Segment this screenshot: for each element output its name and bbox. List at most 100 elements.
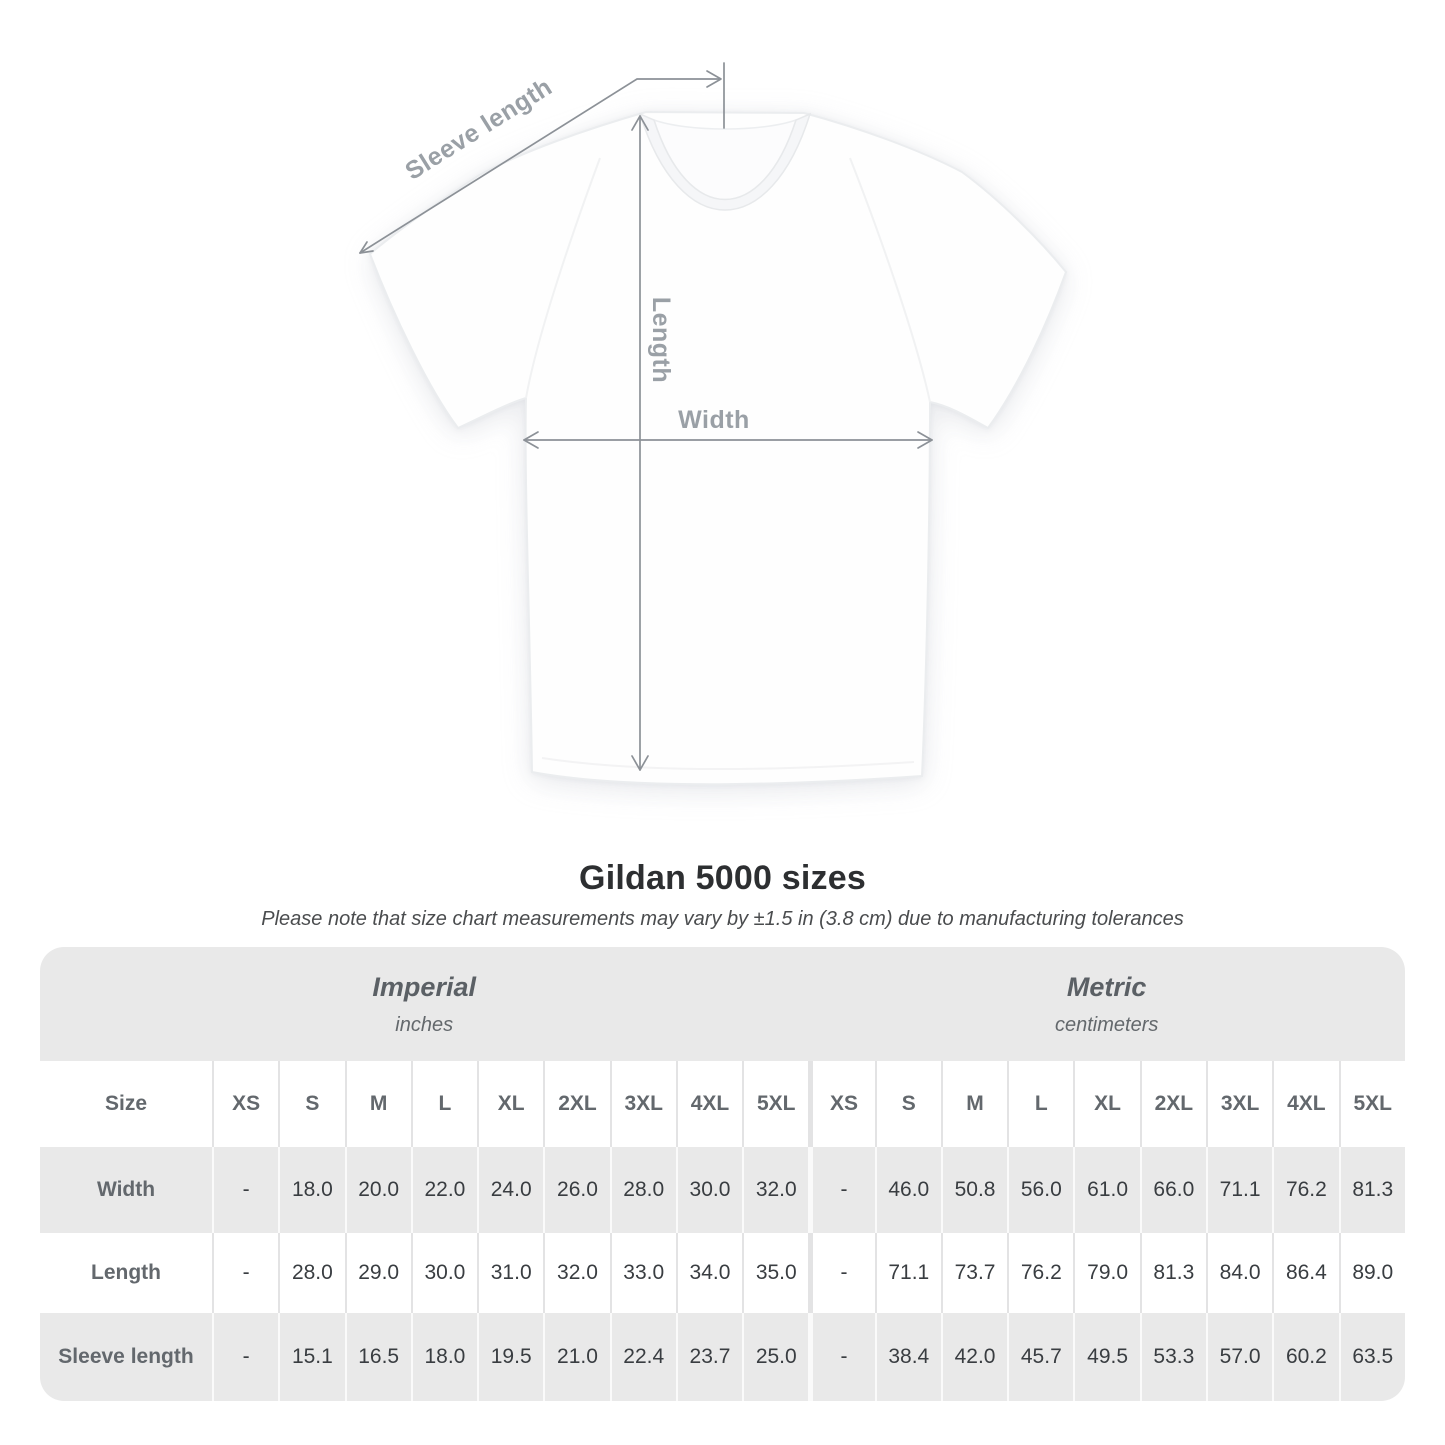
cell-length-metric-xl: 79.0 [1073, 1233, 1140, 1313]
imperial-label: Imperial [372, 972, 476, 1003]
size-chart-table: Imperial inches Metric centimeters Size X… [40, 947, 1405, 1401]
cell-length-imperial-4xl: 34.0 [675, 1233, 743, 1313]
metric-unit: centimeters [1055, 1013, 1159, 1036]
cell-length-imperial-2xl: 32.0 [543, 1233, 610, 1313]
cell-width-imperial-l: 22.0 [410, 1147, 478, 1233]
row-label-length: Length [40, 1233, 212, 1313]
length-arrowhead-bottom [631, 755, 649, 771]
size-column-header: Size [40, 1061, 212, 1147]
sleeve-arrowhead-right [706, 70, 722, 88]
measurement-row-width: Width -18.0 20.0 22.0 24.0 26.0 28.0 30.0 32.0-4… [40, 1147, 1405, 1233]
cell-width-imperial-2xl: 26.0 [543, 1147, 610, 1233]
tolerance-note: Please note that size chart measurements… [261, 908, 1184, 930]
cell-sleeve-length-imperial-3xl: 22.4 [609, 1313, 676, 1401]
cell-length-imperial-3xl: 33.0 [609, 1233, 676, 1313]
unit-header-row: Imperial inches Metric centimeters [40, 947, 1405, 1061]
cell-length-metric-4xl: 86.4 [1272, 1233, 1339, 1313]
cell-sleeve-length-imperial-xs: - [212, 1313, 279, 1401]
size-header-metric-xl: XL [1073, 1061, 1140, 1147]
cell-sleeve-length-metric-xl: 49.5 [1073, 1313, 1140, 1401]
size-header-metric-l: L [1007, 1061, 1074, 1147]
cell-length-imperial-5xl: 35.0 [742, 1233, 809, 1313]
tshirt-body [368, 110, 1068, 786]
collar-band [638, 112, 812, 211]
unit-header-imperial: Imperial inches [40, 947, 809, 1061]
cell-width-metric-m: 50.8 [940, 1147, 1008, 1233]
cell-length-imperial-l: 30.0 [410, 1233, 478, 1313]
cell-length-metric-l: 76.2 [1007, 1233, 1074, 1313]
cell-sleeve-length-metric-s: 38.4 [874, 1313, 941, 1401]
cell-sleeve-length-imperial-xl: 19.5 [477, 1313, 544, 1401]
cell-length-metric-m: 73.7 [940, 1233, 1008, 1313]
size-header-imperial-xl: XL [477, 1061, 544, 1147]
cell-sleeve-length-metric-xs: - [808, 1313, 875, 1401]
cell-length-metric-3xl: 84.0 [1205, 1233, 1273, 1313]
size-header-imperial-xs: XS [212, 1061, 279, 1147]
cell-length-metric-5xl: 89.0 [1338, 1233, 1405, 1313]
tshirt-measurement-diagram: Sleeve length Length Width [359, 62, 1068, 786]
size-header-imperial-2xl: 2XL [543, 1061, 610, 1147]
cell-sleeve-length-metric-2xl: 53.3 [1139, 1313, 1206, 1401]
cell-sleeve-length-metric-l: 45.7 [1007, 1313, 1074, 1401]
cell-width-metric-2xl: 66.0 [1139, 1147, 1206, 1233]
cell-width-metric-xl: 61.0 [1073, 1147, 1140, 1233]
cell-sleeve-length-imperial-m: 16.5 [344, 1313, 411, 1401]
size-header-imperial-s: S [278, 1061, 345, 1147]
cell-sleeve-length-metric-4xl: 60.2 [1272, 1313, 1339, 1401]
width-label: Width [678, 406, 750, 434]
cell-length-metric-xs: - [808, 1233, 875, 1313]
cell-width-imperial-xs: - [212, 1147, 279, 1233]
size-header-imperial-5xl: 5XL [742, 1061, 809, 1147]
size-header-imperial-m: M [344, 1061, 411, 1147]
size-header-metric-m: M [940, 1061, 1008, 1147]
cell-sleeve-length-metric-5xl: 63.5 [1338, 1313, 1405, 1401]
cell-width-metric-3xl: 71.1 [1205, 1147, 1273, 1233]
cell-sleeve-length-imperial-2xl: 21.0 [543, 1313, 610, 1401]
cell-length-imperial-xl: 31.0 [477, 1233, 544, 1313]
cell-sleeve-length-imperial-l: 18.0 [410, 1313, 478, 1401]
imperial-unit: inches [395, 1013, 454, 1036]
cell-length-metric-s: 71.1 [874, 1233, 941, 1313]
left-sleeve-seam [525, 157, 601, 399]
cell-length-imperial-xs: - [212, 1233, 279, 1313]
size-header-row: Size XS S M L XL 2XL 3XL 4XL 5XL XS S M L XL 2XL 3XL 4XL 5… [40, 1061, 1405, 1147]
cell-sleeve-length-imperial-s: 15.1 [278, 1313, 345, 1401]
cell-width-imperial-5xl: 32.0 [742, 1147, 809, 1233]
cell-width-imperial-m: 20.0 [344, 1147, 411, 1233]
cell-width-imperial-s: 18.0 [278, 1147, 345, 1233]
hem-stitch [541, 757, 915, 771]
size-header-imperial-4xl: 4XL [675, 1061, 743, 1147]
cell-sleeve-length-imperial-4xl: 23.7 [675, 1313, 743, 1401]
size-header-imperial-3xl: 3XL [609, 1061, 676, 1147]
size-header-metric-s: S [874, 1061, 941, 1147]
cell-width-imperial-4xl: 30.0 [675, 1147, 743, 1233]
cell-sleeve-length-imperial-5xl: 25.0 [742, 1313, 809, 1401]
length-arrowhead-top [631, 115, 649, 131]
cell-sleeve-length-metric-m: 42.0 [940, 1313, 1008, 1401]
cell-width-metric-l: 56.0 [1007, 1147, 1074, 1233]
cell-width-metric-xs: - [808, 1147, 875, 1233]
size-header-metric-4xl: 4XL [1272, 1061, 1339, 1147]
measurement-row-length: Length -28.0 29.0 30.0 31.0 32.0 33.0 34.0 35.0-… [40, 1233, 1405, 1313]
cell-length-metric-2xl: 81.3 [1139, 1233, 1206, 1313]
tshirt-illustration [368, 110, 1068, 786]
page-title: Gildan 5000 sizes [579, 859, 866, 897]
cell-width-metric-4xl: 76.2 [1272, 1147, 1339, 1233]
right-sleeve-seam [849, 157, 931, 403]
cell-width-metric-5xl: 81.3 [1338, 1147, 1405, 1233]
size-header-imperial-l: L [410, 1061, 478, 1147]
width-arrowhead-right [917, 431, 933, 449]
size-header-metric-5xl: 5XL [1338, 1061, 1405, 1147]
tshirt-diagram-svg: Sleeve length Length Width [359, 62, 1068, 786]
cell-width-imperial-3xl: 28.0 [609, 1147, 676, 1233]
size-chart: Imperial inches Metric centimeters Size X… [40, 947, 1405, 1401]
unit-header-metric: Metric centimeters [808, 947, 1405, 1061]
cell-width-imperial-xl: 24.0 [477, 1147, 544, 1233]
measurement-row-sleeve-length: Sleeve length -15.1 16.5 18.0 19.5 21.0 22.4 23… [40, 1313, 1405, 1401]
cell-length-imperial-m: 29.0 [344, 1233, 411, 1313]
row-label-sleeve-length: Sleeve length [40, 1313, 212, 1401]
size-header-metric-xs: XS [808, 1061, 875, 1147]
cell-width-metric-s: 46.0 [874, 1147, 941, 1233]
cell-sleeve-length-metric-3xl: 57.0 [1205, 1313, 1273, 1401]
